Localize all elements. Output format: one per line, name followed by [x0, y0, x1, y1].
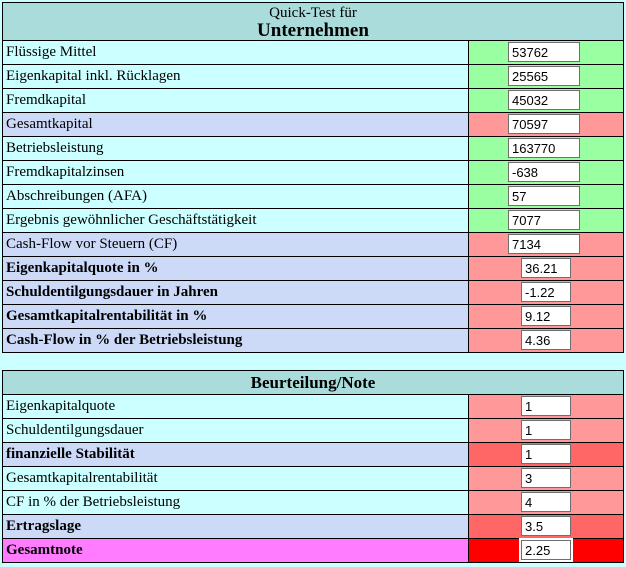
value-input-eigenkapitalquote-prozent[interactable] — [521, 258, 571, 278]
value-input-note-schuldentilgungsdauer[interactable] — [521, 420, 571, 440]
table-row: Fremdkapital — [3, 89, 623, 113]
table-row: Schuldentilgungsdauer — [3, 419, 623, 443]
table-row: Cash-Flow vor Steuern (CF) — [3, 233, 623, 257]
value-input-note-gesamtkapitalrentabilitaet[interactable] — [521, 468, 571, 488]
value-input-gesamtnote[interactable] — [521, 540, 571, 560]
row-label-cashflow-prozent: Cash-Flow in % der Betriebsleistung — [3, 329, 469, 352]
table-row: Ergebnis gewöhnlicher Geschäftstätigkeit — [3, 209, 623, 233]
quicktest-title-line1: Quick-Test für — [269, 5, 357, 21]
table-row: Betriebsleistung — [3, 137, 623, 161]
rating-header: Beurteilung/Note — [3, 371, 623, 395]
value-cell — [469, 161, 623, 184]
value-cell — [469, 395, 623, 418]
row-label-schuldentilgungsdauer-jahre: Schuldentilgungsdauer in Jahren — [3, 281, 469, 304]
value-input-finanzielle-stabilitaet[interactable] — [521, 444, 571, 464]
value-cell — [469, 113, 623, 136]
value-cell — [469, 185, 623, 208]
value-input-schuldentilgungsdauer-jahre[interactable] — [521, 282, 571, 302]
row-label-note-eigenkapitalquote: Eigenkapitalquote — [3, 395, 469, 418]
row-label-ergebnis: Ergebnis gewöhnlicher Geschäftstätigkeit — [3, 209, 469, 232]
value-cell — [469, 41, 623, 64]
value-cell — [469, 305, 623, 328]
value-input-gesamtkapitalrentabilitaet-prozent[interactable] — [521, 306, 571, 326]
value-input-fremdkapital[interactable] — [508, 90, 580, 110]
table-row: Ertragslage — [3, 515, 623, 539]
value-input-eigenkapital[interactable] — [508, 66, 580, 86]
value-cell — [469, 539, 623, 562]
row-label-ertragslage: Ertragslage — [3, 515, 469, 538]
table-row: Abschreibungen (AFA) — [3, 185, 623, 209]
value-cell — [469, 65, 623, 88]
table-row: Eigenkapital inkl. Rücklagen — [3, 65, 623, 89]
value-cell — [469, 281, 623, 304]
value-cell — [469, 257, 623, 280]
table-row: Cash-Flow in % der Betriebsleistung — [3, 329, 623, 352]
row-label-eigenkapital: Eigenkapital inkl. Rücklagen — [3, 65, 469, 88]
row-label-cashflow-vor-steuern: Cash-Flow vor Steuern (CF) — [3, 233, 469, 256]
table-row: Schuldentilgungsdauer in Jahren — [3, 281, 623, 305]
value-cell — [469, 329, 623, 352]
value-input-note-cf-prozent[interactable] — [521, 492, 571, 512]
row-label-abschreibungen: Abschreibungen (AFA) — [3, 185, 469, 208]
value-cell — [469, 467, 623, 490]
row-label-betriebsleistung: Betriebsleistung — [3, 137, 469, 160]
value-input-cashflow-prozent[interactable] — [521, 330, 571, 350]
table-row: Fremdkapitalzinsen — [3, 161, 623, 185]
value-input-cashflow-vor-steuern[interactable] — [508, 234, 580, 254]
table-row: Eigenkapitalquote — [3, 395, 623, 419]
table-row: CF in % der Betriebsleistung — [3, 491, 623, 515]
value-input-abschreibungen[interactable] — [508, 186, 580, 206]
table-row: Gesamtkapitalrentabilität in % — [3, 305, 623, 329]
row-label-eigenkapitalquote-prozent: Eigenkapitalquote in % — [3, 257, 469, 280]
table-row: Gesamtkapital — [3, 113, 623, 137]
value-cell — [469, 515, 623, 538]
quicktest-header: Quick-Test für Unternehmen — [3, 3, 623, 41]
table-row: Eigenkapitalquote in % — [3, 257, 623, 281]
row-label-fremdkapitalzinsen: Fremdkapitalzinsen — [3, 161, 469, 184]
table-row: Gesamtnote — [3, 539, 623, 562]
row-label-note-schuldentilgungsdauer: Schuldentilgungsdauer — [3, 419, 469, 442]
value-cell — [469, 137, 623, 160]
table-row: finanzielle Stabilität — [3, 443, 623, 467]
value-input-fremdkapitalzinsen[interactable] — [508, 162, 580, 182]
row-label-gesamtkapital: Gesamtkapital — [3, 113, 469, 136]
value-cell — [469, 443, 623, 466]
value-input-betriebsleistung[interactable] — [508, 138, 580, 158]
row-label-gesamtkapitalrentabilitaet-prozent: Gesamtkapitalrentabilität in % — [3, 305, 469, 328]
value-input-gesamtkapital[interactable] — [508, 114, 580, 134]
row-label-fluessige-mittel: Flüssige Mittel — [3, 41, 469, 64]
value-cell — [469, 209, 623, 232]
value-cell — [469, 233, 623, 256]
row-label-gesamtnote: Gesamtnote — [3, 539, 469, 562]
value-input-fluessige-mittel[interactable] — [508, 42, 580, 62]
row-label-fremdkapital: Fremdkapital — [3, 89, 469, 112]
value-cell — [469, 419, 623, 442]
quicktest-table: Quick-Test für Unternehmen Flüssige Mitt… — [2, 2, 624, 353]
value-input-ertragslage[interactable] — [521, 516, 571, 536]
table-row: Flüssige Mittel — [3, 41, 623, 65]
table-row: Gesamtkapitalrentabilität — [3, 467, 623, 491]
row-label-note-gesamtkapitalrentabilitaet: Gesamtkapitalrentabilität — [3, 467, 469, 490]
value-cell — [469, 89, 623, 112]
value-cell — [469, 491, 623, 514]
row-label-note-cf-prozent: CF in % der Betriebsleistung — [3, 491, 469, 514]
value-input-ergebnis[interactable] — [508, 210, 580, 230]
rating-table: Beurteilung/Note Eigenkapitalquote Schul… — [2, 370, 624, 563]
value-input-note-eigenkapitalquote[interactable] — [521, 396, 571, 416]
row-label-finanzielle-stabilitaet: finanzielle Stabilität — [3, 443, 469, 466]
quicktest-title-line2: Unternehmen — [257, 20, 369, 41]
